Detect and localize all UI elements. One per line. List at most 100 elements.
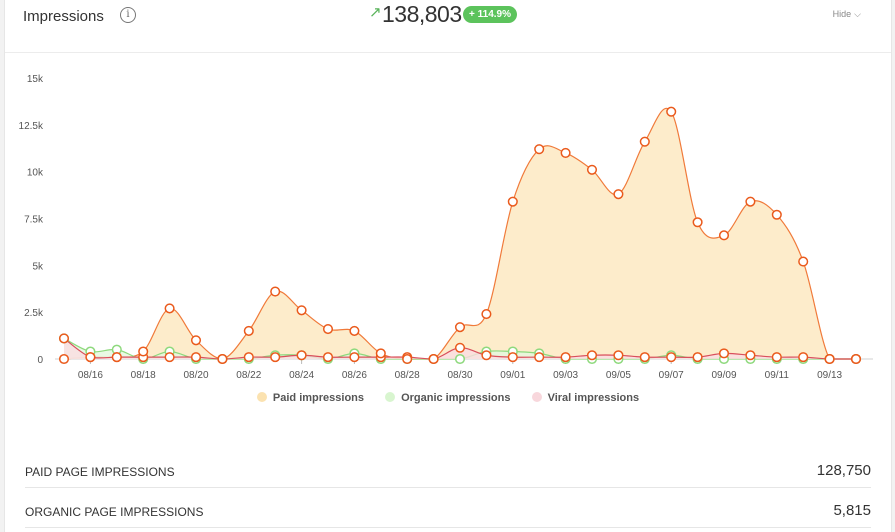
data-point-0 [534,144,545,155]
data-point-0 [402,353,413,365]
x-tick-label: 09/01 [500,370,525,381]
data-point-2 [296,350,307,361]
data-point-2 [745,350,756,361]
data-point-0 [190,335,202,346]
data-point-2 [164,352,175,363]
info-icon[interactable]: i [120,7,136,23]
data-point-0 [349,325,360,336]
data-point-2 [481,350,492,361]
data-point-2 [322,352,334,363]
data-point-2 [718,348,730,359]
data-point-0 [243,325,254,336]
data-point-0 [270,286,281,297]
x-tick-label: 09/13 [817,370,842,381]
chart-legend: Paid impressions Organic impressions Vir… [5,392,891,404]
data-point-0 [560,147,571,158]
x-tick-label: 08/30 [447,370,472,381]
data-point-0 [507,196,518,207]
series-area-0 [64,108,856,359]
data-point-2 [270,352,281,363]
legend-label: Organic impressions [401,392,511,404]
data-point-0 [217,353,228,365]
data-point-0 [798,256,809,267]
y-tick-label: 15k [27,74,44,85]
x-tick-label: 08/24 [289,370,314,381]
data-point-2 [771,352,782,363]
data-point-2 [58,333,70,344]
data-point-0 [322,323,334,335]
x-tick-label: 08/16 [78,370,103,381]
data-point-0 [454,322,466,333]
data-point-0 [138,346,149,357]
data-point-2 [639,352,650,363]
x-tick-label: 09/07 [659,370,684,381]
data-point-2 [349,352,360,363]
x-tick-label: 08/20 [183,370,208,381]
data-point-0 [481,308,492,320]
stat-row-paid: PAID PAGE IMPRESSIONS 128,750 [25,448,871,488]
x-tick-label: 08/22 [236,370,261,381]
data-point-0 [745,196,756,207]
data-point-0 [771,209,782,220]
data-point-2 [534,352,545,363]
chevron-down-icon: ⌵ [854,9,861,19]
x-tick-label: 08/26 [342,370,367,381]
impressions-chart: 0 2.5k 5k 7.5k 10k 12.5k 15k 08/16 08/18 08/20 08/… [19,74,873,381]
y-tick-label: 10k [27,168,44,179]
card-header: Impressions i ↗ 138,803 + 114.9% Hide ⌵ [5,0,891,53]
stat-label: ORGANIC PAGE IMPRESSIONS [25,505,204,519]
data-point-2 [666,352,677,363]
data-point-2 [692,352,703,363]
y-tick-label: 5k [32,261,44,272]
data-point-0 [639,136,650,147]
stats-table: PAID PAGE IMPRESSIONS 128,750 ORGANIC PA… [5,448,891,528]
trend-up-arrow-icon: ↗ [369,4,382,21]
legend-item-paid[interactable]: Paid impressions [256,392,364,404]
data-point-2 [586,350,598,361]
y-tick-label: 12.5k [19,121,44,132]
data-point-0 [428,353,439,365]
data-point-0 [718,230,730,241]
legend-label: Paid impressions [272,392,364,404]
stat-value: 128,750 [816,462,871,479]
legend-label: Viral impressions [547,392,640,404]
y-tick-label: 2.5k [24,308,44,319]
stat-label: PAID PAGE IMPRESSIONS [25,465,175,479]
x-tick-label: 08/18 [131,370,156,381]
data-point-2 [243,352,254,363]
data-point-2 [454,342,466,353]
data-point-2 [798,352,809,363]
total-impressions: 138,803 [382,1,462,27]
data-point-2 [507,352,518,363]
data-point-0 [111,352,122,363]
change-badge: + 114.9% [463,6,517,23]
hide-button[interactable]: Hide ⌵ [833,9,861,20]
data-point-0 [850,353,862,365]
data-point-0 [296,305,307,316]
data-point-1 [454,353,466,365]
y-tick-label: 0 [37,355,43,366]
legend-swatch-paid [256,392,267,402]
data-point-0 [613,189,624,200]
stat-value: 5,815 [833,502,871,519]
legend-item-organic[interactable]: Organic impressions [385,392,511,404]
legend-swatch-organic [385,392,396,402]
stat-row-organic: ORGANIC PAGE IMPRESSIONS 5,815 [25,488,871,528]
legend-item-viral[interactable]: Viral impressions [531,392,640,404]
data-point-2 [613,350,624,361]
data-point-0 [375,348,386,359]
data-point-0 [58,353,70,365]
data-point-0 [692,217,703,228]
hide-label: Hide [832,9,852,19]
data-point-0 [586,164,598,175]
x-tick-label: 09/05 [606,370,631,381]
x-tick-label: 08/28 [395,370,420,381]
x-tick-label: 09/03 [553,370,578,381]
card-title: Impressions [23,8,104,25]
data-point-0 [666,106,677,117]
legend-swatch-viral [531,392,542,402]
y-tick-label: 7.5k [24,215,44,226]
data-point-2 [190,352,202,363]
data-point-2 [560,352,571,363]
x-tick-label: 09/09 [711,370,736,381]
